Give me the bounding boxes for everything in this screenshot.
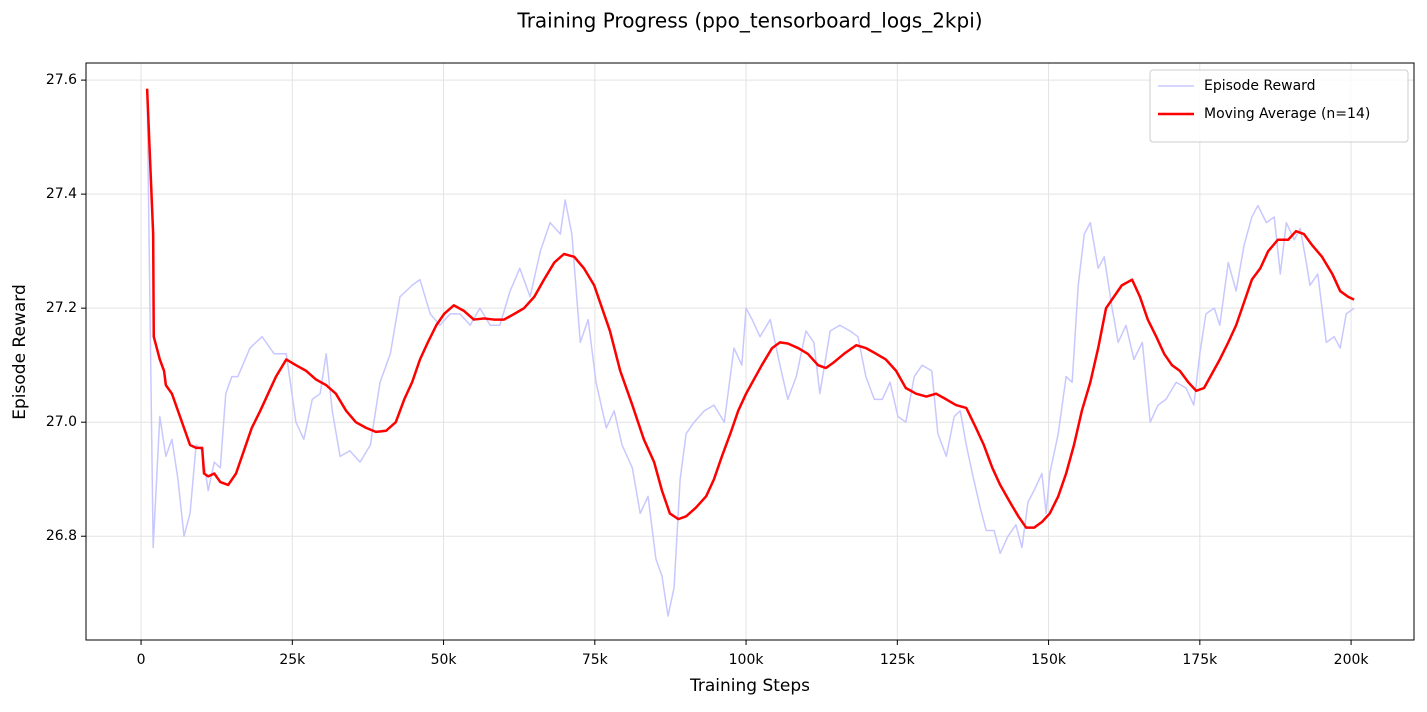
x-tick-label: 125k <box>880 652 916 668</box>
x-tick-label: 25k <box>279 652 306 668</box>
x-tick-label: 175k <box>1182 652 1218 668</box>
legend-label: Episode Reward <box>1204 78 1316 94</box>
x-tick-label: 0 <box>137 652 146 668</box>
plot-frame <box>85 62 1415 641</box>
x-tick-label: 200k <box>1334 652 1370 668</box>
legend: Episode Reward Moving Average (n=14) <box>1149 69 1409 143</box>
y-tick-label: 27.0 <box>46 414 77 430</box>
y-tick-label: 27.6 <box>46 72 77 88</box>
chart-title: Training Progress (ppo_tensorboard_logs_… <box>516 9 982 33</box>
x-tick-label: 75k <box>582 652 609 668</box>
x-tick-label: 150k <box>1031 652 1067 668</box>
y-tick-label: 27.4 <box>46 186 77 202</box>
legend-label: Moving Average (n=14) <box>1204 106 1370 122</box>
series-line <box>145 88 1355 529</box>
y-axis-label: Episode Reward <box>10 284 30 419</box>
x-tick-label: 100k <box>729 652 765 668</box>
series-line <box>146 91 1355 617</box>
y-tick-label: 27.2 <box>46 300 77 316</box>
x-axis-label: Training Steps <box>689 676 810 696</box>
legend-box <box>1149 69 1409 143</box>
y-tick-label: 26.8 <box>46 528 77 544</box>
x-tick-label: 50k <box>431 652 458 668</box>
